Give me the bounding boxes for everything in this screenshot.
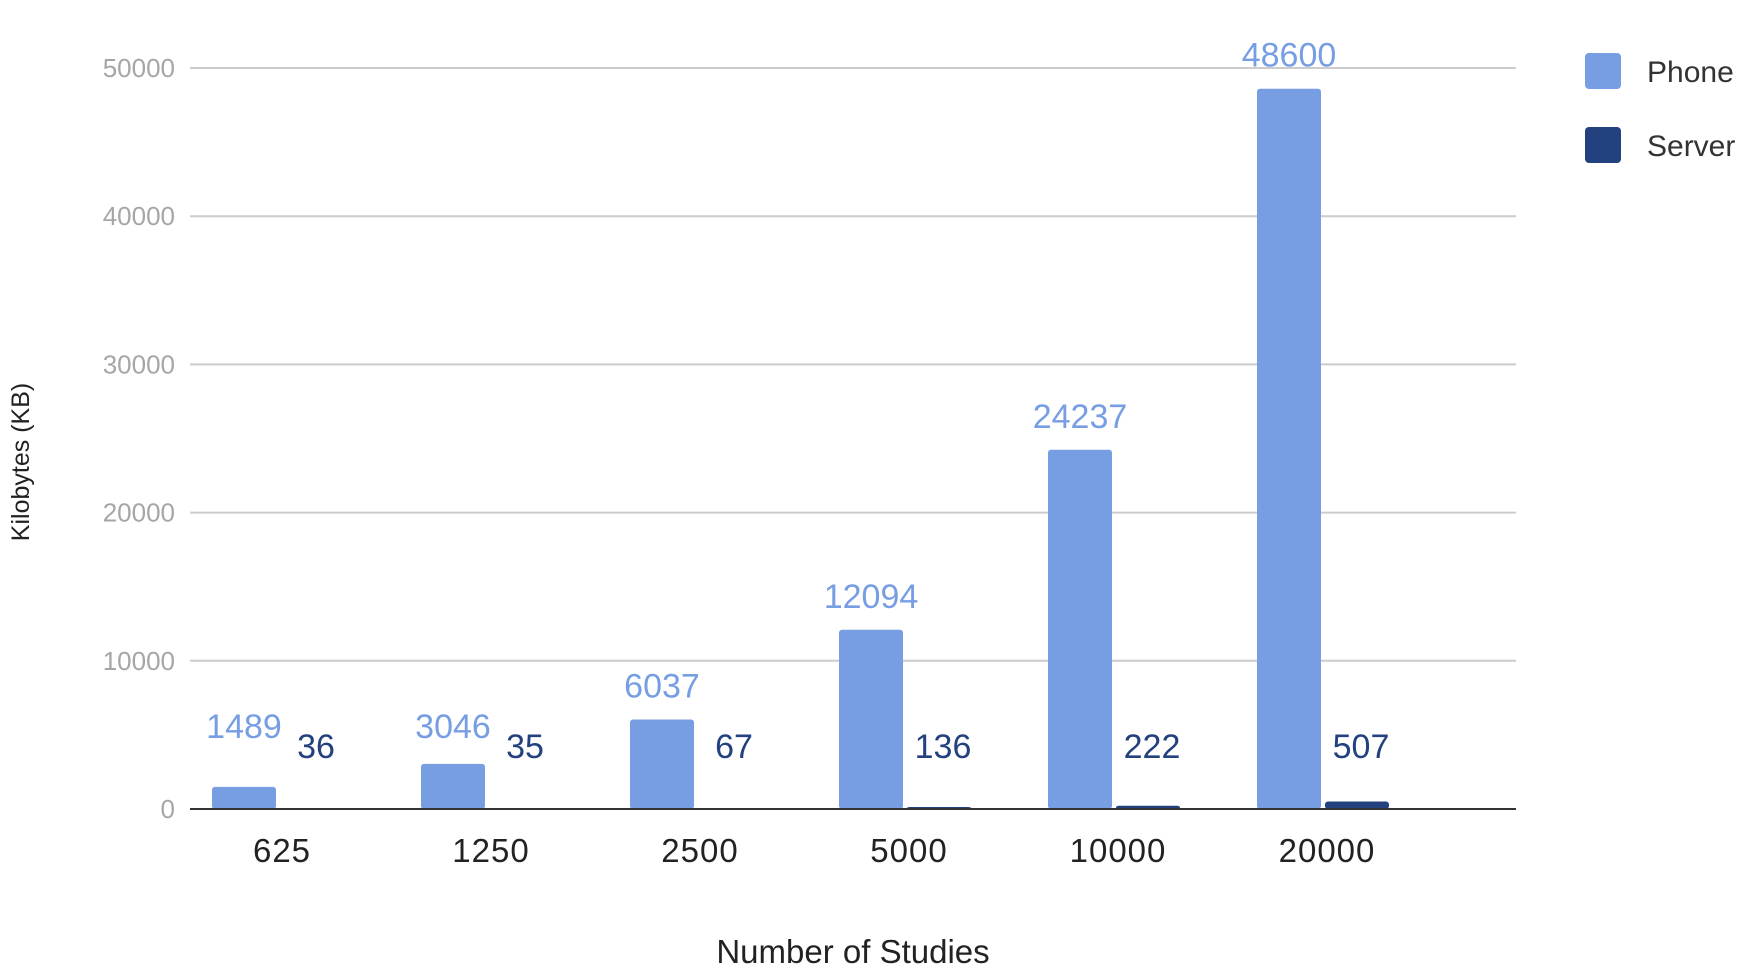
- legend-label-server: Server: [1647, 130, 1735, 163]
- data-label-server: 35: [506, 728, 544, 766]
- bars: [212, 88, 1389, 810]
- x-tick-label: 2500: [661, 832, 738, 869]
- data-label-phone: 48600: [1242, 37, 1337, 75]
- data-label-phone: 12094: [824, 578, 919, 616]
- bar-phone-5000: [839, 629, 903, 809]
- x-axis-ticks: 625 1250 2500 5000 10000 20000: [253, 832, 1376, 869]
- x-tick-label: 625: [253, 832, 311, 869]
- data-label-phone: 24237: [1033, 398, 1128, 436]
- y-tick-label: 20000: [103, 498, 175, 528]
- bar-phone-625: [212, 786, 276, 809]
- y-tick-label: 50000: [103, 53, 175, 83]
- bar-server-20000: [1325, 801, 1389, 809]
- x-tick-label: 20000: [1279, 832, 1376, 869]
- data-label-phone: 6037: [624, 668, 700, 706]
- bar-phone-2500: [630, 719, 694, 809]
- data-label-server: 222: [1124, 728, 1181, 766]
- y-tick-label: 10000: [103, 646, 175, 676]
- x-tick-label: 10000: [1070, 832, 1167, 869]
- y-axis-title: Kilobytes (KB): [7, 383, 35, 541]
- data-labels: 1489 36 3046 35 6037 67 12094 136 24237 222 48600 5…: [206, 37, 1389, 766]
- x-tick-label: 1250: [452, 832, 529, 869]
- data-label-server: 36: [297, 728, 335, 766]
- data-label-phone: 3046: [415, 708, 491, 746]
- y-tick-label: 40000: [103, 201, 175, 231]
- legend-swatch-phone: [1585, 53, 1621, 89]
- data-label-server: 507: [1333, 728, 1390, 766]
- y-axis-ticks: 0 10000 20000 30000 40000 50000: [103, 53, 175, 824]
- data-label-server: 136: [915, 728, 972, 766]
- y-tick-label: 0: [161, 794, 175, 824]
- legend-label-phone: Phone: [1647, 56, 1734, 89]
- bar-phone-20000: [1257, 88, 1321, 810]
- data-label-server: 67: [715, 728, 753, 766]
- bar-phone-10000: [1048, 449, 1112, 809]
- legend-swatch-server: [1585, 127, 1621, 163]
- legend: Phone Server: [1585, 53, 1735, 163]
- y-tick-label: 30000: [103, 349, 175, 379]
- data-label-phone: 1489: [206, 708, 282, 746]
- x-tick-label: 5000: [870, 832, 947, 869]
- x-axis-title: Number of Studies: [716, 933, 989, 970]
- bar-phone-1250: [421, 763, 485, 809]
